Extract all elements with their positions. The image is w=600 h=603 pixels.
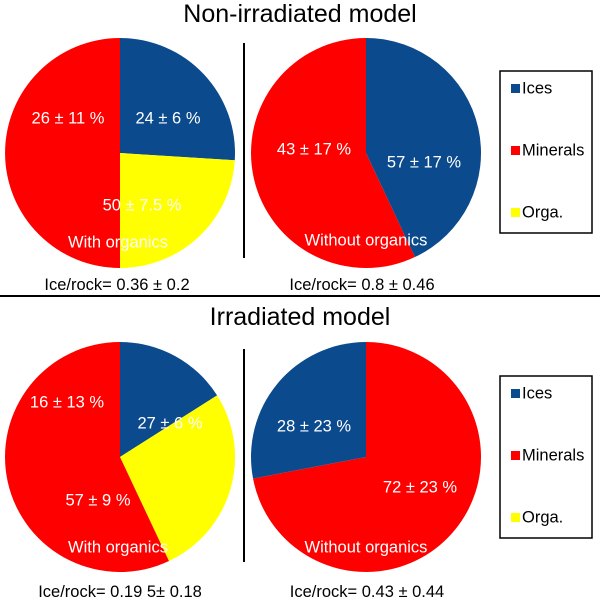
legend-swatch-ices xyxy=(511,389,520,398)
pie-slice-orga xyxy=(120,395,236,562)
slice-label: 72 ± 23 % xyxy=(383,478,458,496)
legend-swatch-orga xyxy=(511,208,520,217)
slice-label: 50 ± 7.5 % xyxy=(103,196,182,214)
slice-label: 57 ± 9 % xyxy=(65,491,130,509)
pie-slice-ices xyxy=(120,38,235,161)
legend-swatch-orga xyxy=(511,513,520,522)
pie-slice-orga xyxy=(120,153,235,268)
legend-swatch-minerals xyxy=(511,146,520,155)
legend-label: Orga. xyxy=(522,203,563,221)
legend-label: Orga. xyxy=(522,508,563,526)
legend-swatch-minerals xyxy=(511,451,520,460)
slice-label: 24 ± 6 % xyxy=(135,109,200,127)
slice-label: 28 ± 23 % xyxy=(277,417,352,435)
pie-non-irradiated-with-organics: 26 ± 11 % 24 ± 6 % 50 ± 7.5 % With organics xyxy=(5,38,235,268)
slice-label: 27 ± 6 % xyxy=(137,414,202,432)
pie-slice-minerals xyxy=(253,342,482,572)
pie-irradiated-with-organics: 16 ± 13 % 27 ± 6 % 57 ± 9 % With organics xyxy=(5,342,236,573)
ice-rock-ratio: Ice/rock= 0.43 ± 0.44 xyxy=(290,583,444,601)
pie-non-irradiated-without-organics: 57 ± 17 % 43 ± 17 % Without organics xyxy=(251,38,482,268)
legend-label: Ices xyxy=(522,79,552,97)
pie-caption: Without organics xyxy=(305,538,428,556)
section-title-non-irradiated: Non-irradiated model xyxy=(183,0,416,28)
pie-irradiated-without-organics: 72 ± 23 % 28 ± 23 % Without organics xyxy=(251,342,482,572)
slice-label: 16 ± 13 % xyxy=(30,393,105,411)
pie-slice-minerals xyxy=(251,38,415,268)
slice-label: 57 ± 17 % xyxy=(387,153,462,171)
pie-slice-ices xyxy=(251,342,366,479)
ice-rock-ratio: Ice/rock= 0.8 ± 0.46 xyxy=(289,276,434,294)
legend-bottom: Ices Minerals Orga. xyxy=(499,375,593,539)
pie-slice-ices xyxy=(120,342,218,457)
pie-slice-minerals xyxy=(5,342,169,573)
slice-label: 26 ± 11 % xyxy=(32,109,105,127)
legend-label: Minerals xyxy=(522,446,584,464)
section-title-irradiated: Irradiated model xyxy=(210,303,391,331)
pie-caption: With organics xyxy=(68,233,168,251)
pie-caption: Without organics xyxy=(305,231,428,249)
pie-slice-ices xyxy=(366,38,482,258)
legend-top: Ices Minerals Orga. xyxy=(499,70,593,234)
pie-slice-minerals xyxy=(5,38,120,268)
slice-label: 43 ± 17 % xyxy=(277,140,352,158)
ice-rock-ratio: Ice/rock= 0.19 5± 0.18 xyxy=(38,583,202,601)
legend-label: Minerals xyxy=(522,141,584,159)
ice-rock-ratio: Ice/rock= 0.36 ± 0.2 xyxy=(44,276,189,294)
legend-swatch-ices xyxy=(511,84,520,93)
pie-caption: With organics xyxy=(68,538,168,556)
legend-label: Ices xyxy=(522,384,552,402)
